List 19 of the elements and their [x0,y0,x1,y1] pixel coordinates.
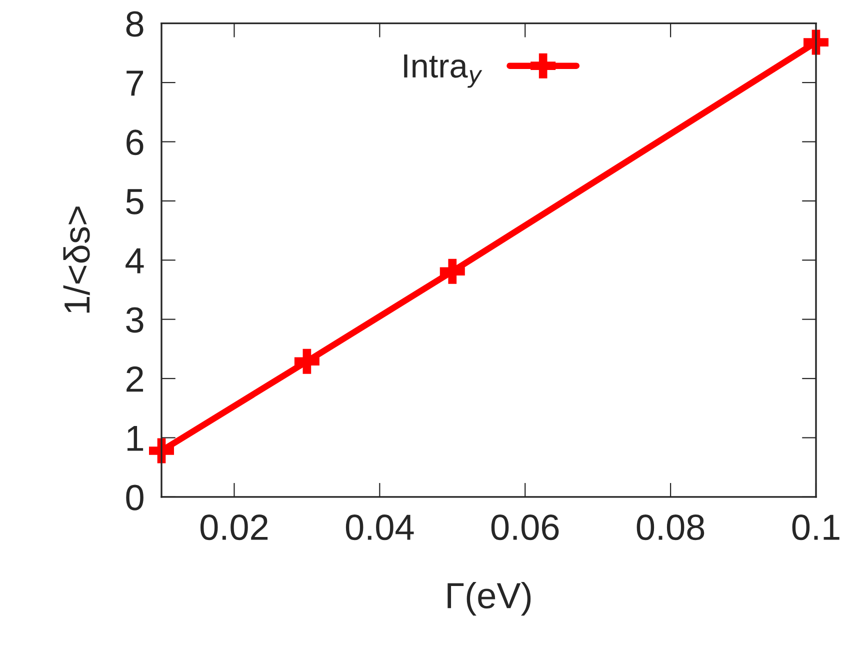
y-tick-label: 2 [126,366,144,392]
y-axis-title: 1/<δs> [63,206,90,313]
x-tick-label: 0.04 [346,514,414,540]
y-tick-label: 8 [126,11,144,37]
x-axis-title: Γ(eV) [448,582,531,616]
x-tick-label: 0.06 [491,514,559,540]
y-tick-label: 6 [126,130,144,156]
y-tick-label: 1 [128,426,144,451]
y-tick-label: 5 [126,189,144,214]
x-tick-label: 0.08 [636,514,704,540]
x-tick-label: 0.02 [200,514,268,540]
y-tick-label: 0 [126,484,144,510]
y-tick-label: 7 [126,70,144,96]
point [294,348,320,374]
point [440,258,465,284]
y-tick-label: 4 [126,248,144,274]
x-tick-label: 0.1 [792,514,840,540]
y-tick-label: 3 [126,307,144,333]
legend-label: Intra$_{y}$ [404,54,482,88]
